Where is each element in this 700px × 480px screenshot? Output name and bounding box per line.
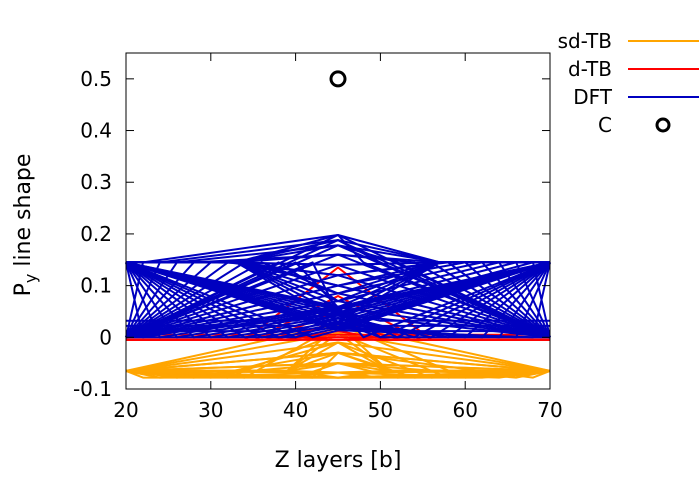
sdtb-line <box>125 351 551 379</box>
dft-line <box>125 261 551 339</box>
x-tick-label: 40 <box>283 398 308 422</box>
sdtb-line <box>126 362 550 372</box>
dft-line <box>125 261 551 339</box>
plot-frame <box>125 52 551 390</box>
legend: sd-TB d-TB DFT C <box>558 29 699 137</box>
y-tick-label: 0.4 <box>80 119 112 143</box>
y-tick-label: 0.2 <box>80 222 112 246</box>
y-tick-label: 0 <box>99 325 112 349</box>
tick-labels-group: 20 30 40 50 60 70 -0.1 0 0.1 0.2 0.3 0.4 0.5 <box>73 67 563 422</box>
y-tick-label: 0.3 <box>80 170 112 194</box>
x-tick-label: 70 <box>537 398 562 422</box>
curves-group <box>125 234 551 379</box>
y-tick-label: -0.1 <box>73 377 112 401</box>
legend-label: sd-TB <box>558 29 612 53</box>
legend-label: C <box>598 113 612 137</box>
c-data-point <box>329 70 347 88</box>
x-tick-label: 30 <box>198 398 223 422</box>
x-axis-label: Z layers [b] <box>275 448 402 473</box>
legend-label: d-TB <box>568 57 612 81</box>
ticks-group <box>125 53 551 390</box>
legend-label: DFT <box>573 85 613 109</box>
x-tick-label: 20 <box>113 398 138 422</box>
y-tick-label: 0.1 <box>80 274 112 298</box>
sdtb-line <box>125 369 551 379</box>
dft-line <box>125 261 551 339</box>
y-axis-label: Py line shape <box>11 154 40 297</box>
points-group <box>329 70 347 88</box>
x-tick-label: 60 <box>452 398 477 422</box>
x-tick-label: 50 <box>368 398 393 422</box>
legend-marker <box>655 117 671 133</box>
y-tick-label: 0.5 <box>80 67 112 91</box>
dft-line <box>126 261 550 323</box>
